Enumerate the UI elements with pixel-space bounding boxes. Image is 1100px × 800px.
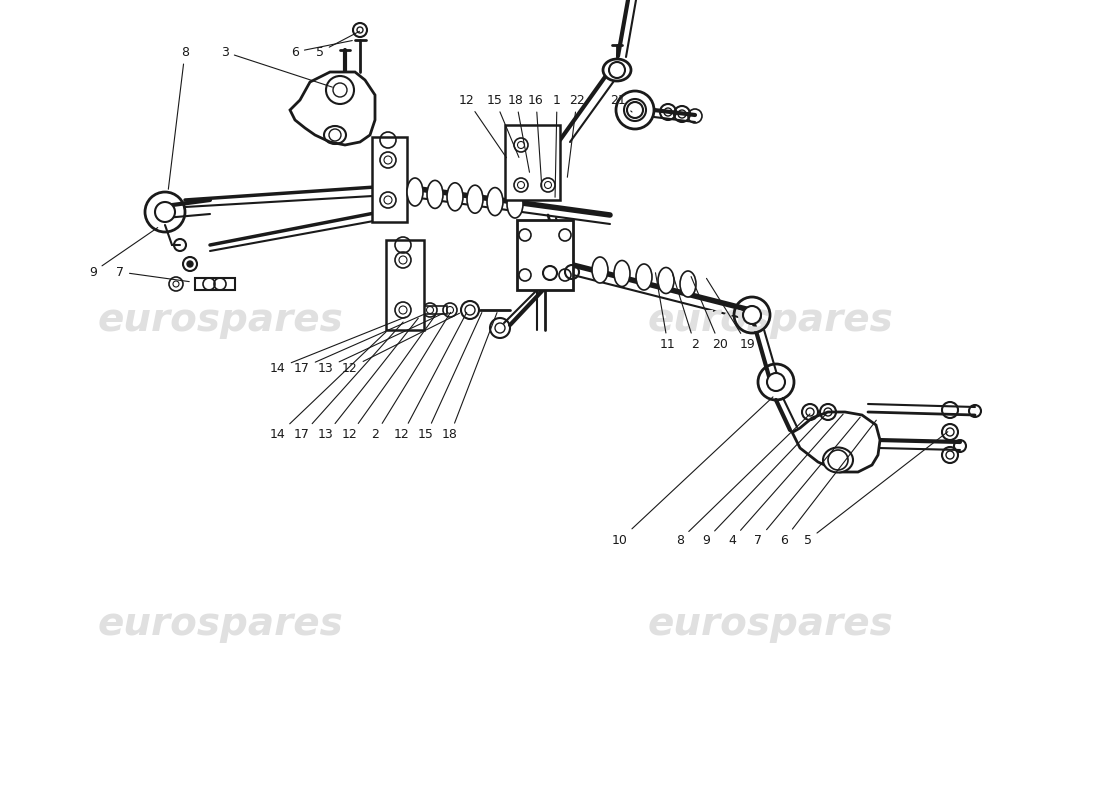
- Bar: [415, 306, 447, 314]
- Text: eurospares: eurospares: [647, 605, 893, 643]
- Bar: [195, 278, 235, 290]
- Circle shape: [742, 306, 761, 324]
- Text: 13: 13: [318, 313, 443, 374]
- Text: eurospares: eurospares: [97, 301, 343, 339]
- Text: 14: 14: [271, 317, 406, 374]
- Bar: [505, 125, 560, 200]
- Text: 7: 7: [754, 417, 860, 546]
- Ellipse shape: [624, 99, 646, 121]
- Circle shape: [155, 202, 175, 222]
- Text: 17: 17: [294, 314, 425, 374]
- Text: 6: 6: [780, 420, 877, 546]
- Text: 12: 12: [342, 315, 436, 442]
- Ellipse shape: [592, 257, 608, 283]
- Ellipse shape: [427, 180, 443, 208]
- Text: 15: 15: [418, 313, 482, 442]
- Text: 14: 14: [271, 332, 386, 442]
- Text: 5: 5: [316, 31, 360, 58]
- Text: 5: 5: [804, 432, 948, 546]
- Text: 10: 10: [612, 397, 773, 546]
- Text: 20: 20: [691, 277, 728, 351]
- Ellipse shape: [658, 267, 674, 294]
- Text: 4: 4: [728, 414, 844, 546]
- Text: 15: 15: [487, 94, 519, 158]
- Text: 12: 12: [394, 313, 466, 442]
- Ellipse shape: [407, 178, 424, 206]
- Text: 3: 3: [221, 46, 332, 87]
- Text: eurospares: eurospares: [97, 605, 343, 643]
- Text: 1: 1: [553, 94, 561, 198]
- Circle shape: [767, 373, 785, 391]
- Text: 18: 18: [508, 94, 529, 172]
- Text: 19: 19: [706, 278, 756, 351]
- Bar: [372, 137, 407, 222]
- Text: 16: 16: [528, 94, 543, 187]
- Text: 11: 11: [656, 273, 675, 351]
- Bar: [386, 240, 424, 330]
- Text: 8: 8: [676, 414, 810, 546]
- Text: 17: 17: [294, 322, 403, 442]
- Ellipse shape: [603, 59, 631, 81]
- Ellipse shape: [616, 91, 654, 129]
- Ellipse shape: [823, 447, 852, 473]
- Text: 8: 8: [168, 46, 189, 190]
- Text: 6: 6: [292, 41, 352, 58]
- Bar: [517, 220, 573, 290]
- Ellipse shape: [487, 188, 503, 215]
- Text: 9: 9: [89, 227, 157, 278]
- Text: 2: 2: [371, 312, 451, 442]
- Text: 21: 21: [610, 94, 632, 112]
- Ellipse shape: [636, 264, 652, 290]
- Text: 18: 18: [442, 313, 497, 442]
- Text: 9: 9: [702, 414, 826, 546]
- Polygon shape: [290, 72, 375, 145]
- Text: 13: 13: [318, 318, 418, 442]
- Text: eurospares: eurospares: [647, 301, 893, 339]
- Ellipse shape: [447, 182, 463, 210]
- Ellipse shape: [507, 190, 522, 218]
- Ellipse shape: [680, 271, 696, 297]
- Circle shape: [187, 261, 192, 267]
- Ellipse shape: [614, 261, 630, 286]
- Ellipse shape: [468, 186, 483, 214]
- Text: 2: 2: [673, 274, 698, 351]
- Text: 22: 22: [568, 94, 585, 178]
- Text: 12: 12: [342, 314, 460, 374]
- Text: 12: 12: [459, 94, 506, 158]
- Polygon shape: [792, 412, 880, 472]
- Text: 7: 7: [116, 266, 189, 282]
